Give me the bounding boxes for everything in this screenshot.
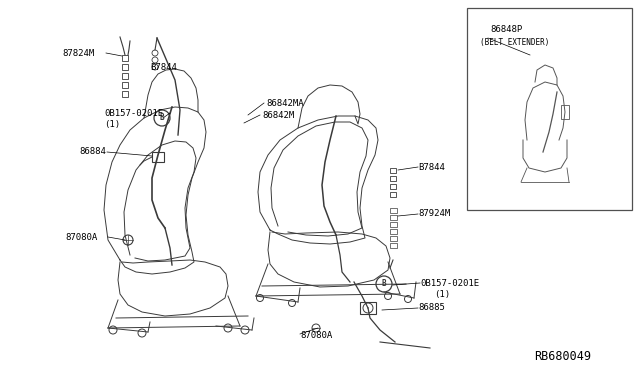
Bar	[390, 176, 396, 181]
Text: (1): (1)	[104, 119, 120, 128]
Text: B: B	[160, 113, 164, 122]
Text: B7844: B7844	[418, 163, 445, 171]
Bar	[122, 91, 128, 97]
Text: 87080A: 87080A	[300, 331, 332, 340]
Bar	[360, 302, 376, 314]
Text: 0B157-0201E: 0B157-0201E	[420, 279, 479, 288]
Bar	[390, 229, 397, 234]
Text: 86842M: 86842M	[262, 110, 294, 119]
Bar	[122, 82, 128, 88]
Text: 86848P: 86848P	[490, 26, 522, 35]
Bar	[122, 64, 128, 70]
Text: 86842MA: 86842MA	[266, 99, 303, 108]
Text: 87824M: 87824M	[62, 48, 94, 58]
Text: (1): (1)	[434, 289, 450, 298]
Bar	[122, 73, 128, 79]
Bar	[390, 243, 397, 248]
Bar	[152, 152, 164, 162]
Text: 86884: 86884	[79, 148, 106, 157]
Bar	[561, 105, 569, 119]
Text: 86885: 86885	[418, 304, 445, 312]
Bar	[390, 168, 396, 173]
Text: B: B	[381, 279, 387, 289]
Text: 87924M: 87924M	[418, 209, 451, 218]
Bar	[390, 222, 397, 227]
Bar	[390, 236, 397, 241]
Text: RB680049: RB680049	[534, 350, 591, 362]
Text: (BELT EXTENDER): (BELT EXTENDER)	[480, 38, 549, 46]
Text: B7844: B7844	[150, 62, 177, 71]
Bar	[390, 215, 397, 220]
Bar	[122, 55, 128, 61]
Bar	[467, 8, 632, 210]
Text: 0B157-0201E: 0B157-0201E	[104, 109, 163, 118]
Bar	[390, 184, 396, 189]
Text: 87080A: 87080A	[65, 232, 97, 241]
Bar	[390, 192, 396, 197]
Bar	[390, 208, 397, 213]
